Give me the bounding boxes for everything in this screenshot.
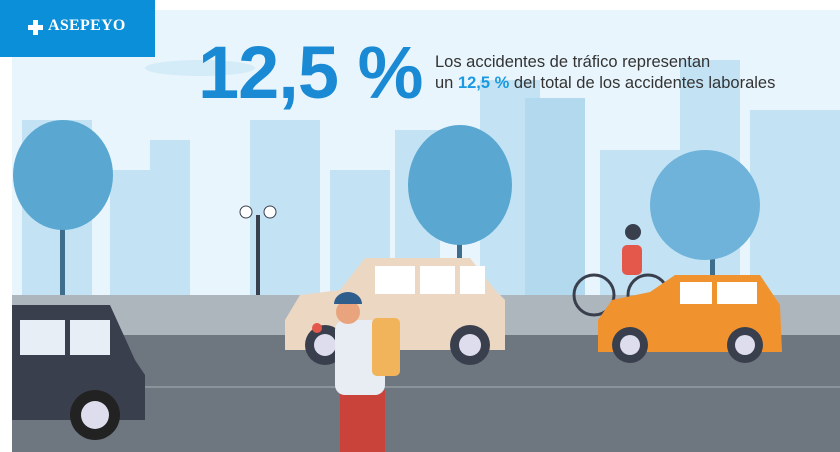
brand-name: ASEPEYO [48, 17, 126, 34]
pedestrian-with-phone [312, 292, 400, 452]
orange-car [598, 275, 782, 363]
subtitle-highlight: 12,5 % [457, 74, 510, 92]
road [12, 335, 840, 452]
subtitle-suffix: del total de los accidentes laborales [513, 74, 776, 92]
subtitle-line-2: un 12,5 % del total de los accidentes la… [435, 73, 775, 94]
subtitle-line-1: Los accidentes de tráfico representan [435, 53, 711, 71]
cross-icon [28, 20, 43, 35]
street-lamp-icon [239, 205, 277, 320]
subtitle: Los accidentes de tráfico representan un… [435, 52, 775, 94]
dark-van [12, 305, 145, 440]
location-pin-icon [312, 323, 322, 333]
headline-percentage: 12,5 % [198, 31, 423, 114]
subtitle-prefix: un [435, 74, 454, 92]
cloud [145, 60, 255, 76]
tree [650, 150, 760, 290]
tree [13, 120, 113, 300]
brand-logo: ASEPEYO [0, 0, 155, 57]
tree [408, 125, 512, 270]
lane-line [140, 386, 840, 388]
